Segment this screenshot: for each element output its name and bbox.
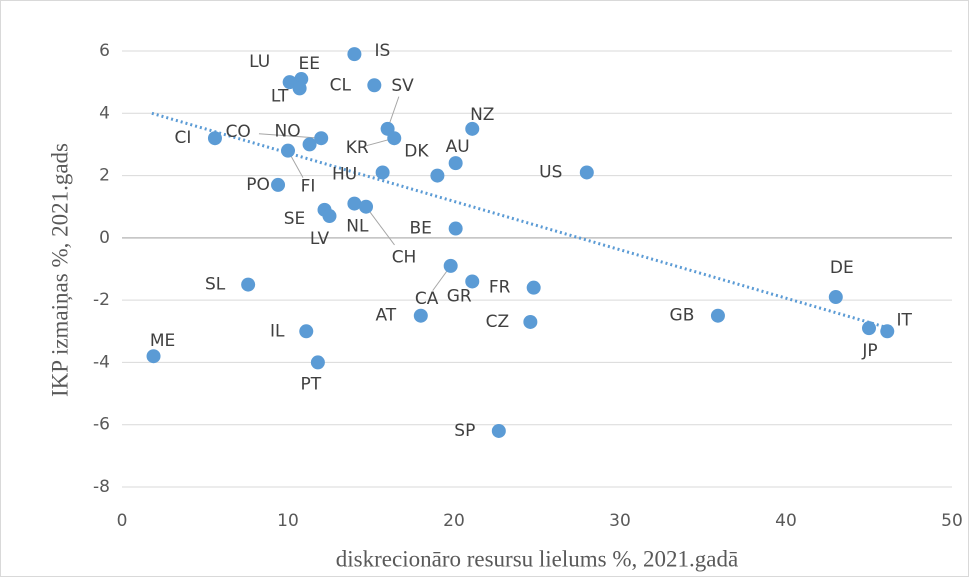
y-tick-label: 4	[99, 103, 110, 123]
point	[448, 156, 463, 171]
point	[282, 75, 297, 90]
point-label: SV	[391, 76, 414, 96]
point	[302, 137, 317, 152]
point-label: CL	[330, 75, 352, 95]
point	[443, 258, 458, 273]
point	[314, 131, 329, 146]
point-label: NL	[346, 217, 369, 237]
point-label: DK	[404, 142, 429, 162]
point-label: NZ	[470, 105, 494, 125]
x-tick-label: 30	[609, 511, 631, 531]
y-tick-label: -6	[93, 415, 110, 435]
point-label: AU	[446, 137, 470, 157]
point	[271, 177, 286, 192]
x-tick-label: 0	[117, 511, 128, 531]
point-label: SL	[205, 275, 226, 295]
point-label: SP	[454, 421, 475, 441]
point	[299, 324, 314, 339]
point-label: CO	[226, 122, 251, 142]
point-label: DE	[830, 258, 854, 278]
point	[465, 274, 480, 289]
point	[207, 131, 222, 146]
point-label: GB	[670, 306, 695, 326]
point-label: IT	[897, 310, 913, 330]
leader-line	[365, 206, 395, 246]
point	[322, 209, 337, 224]
point-label: CI	[175, 128, 192, 148]
x-tick-label: 20	[443, 511, 465, 531]
point	[862, 321, 876, 336]
point-label: BE	[409, 219, 431, 239]
point	[146, 349, 161, 364]
point-label: LT	[271, 86, 289, 106]
y-axis-title: IKP izmaiņas %, 2021.gads	[47, 143, 73, 397]
y-tick-label: 2	[99, 166, 110, 186]
point-label: ME	[150, 331, 175, 351]
point-label: JP	[861, 341, 877, 361]
point	[292, 81, 307, 96]
point	[359, 199, 374, 214]
point	[465, 121, 480, 136]
y-tick-label: -2	[93, 290, 110, 310]
point	[526, 280, 541, 295]
point-label: PT	[301, 374, 322, 394]
x-tick-label: 50	[941, 511, 963, 531]
point	[828, 290, 843, 305]
x-tick-label: 10	[277, 511, 299, 531]
y-tick-label: 6	[99, 41, 110, 61]
point-label: FR	[489, 278, 511, 298]
point-label: GR	[447, 286, 472, 306]
point	[710, 308, 725, 323]
point	[880, 324, 895, 339]
point-label: IL	[270, 321, 285, 341]
x-tick-label: 40	[775, 511, 797, 531]
point-label: US	[539, 162, 562, 182]
point-label: CA	[415, 289, 439, 309]
point-label: FI	[301, 177, 316, 197]
y-tick-label: 0	[99, 228, 110, 248]
point-label: IS	[374, 41, 390, 61]
point	[523, 314, 538, 329]
point	[347, 196, 362, 211]
x-axis-title: diskrecionāro resursu lielums %, 2021.ga…	[336, 546, 738, 571]
point	[413, 308, 428, 323]
point-label: CZ	[486, 312, 510, 332]
point	[367, 78, 382, 93]
point-label: CH	[392, 248, 417, 268]
point	[430, 168, 445, 183]
point-label: NO	[275, 121, 301, 141]
point	[387, 131, 402, 146]
point	[241, 277, 256, 292]
y-tick-label: -8	[93, 477, 110, 497]
point-label: LV	[310, 229, 330, 249]
point-label: SE	[284, 209, 306, 229]
point	[375, 165, 390, 180]
point-label: HU	[332, 164, 357, 184]
point-label: PO	[246, 175, 270, 195]
point-label: AT	[375, 306, 396, 326]
point	[448, 221, 463, 236]
point-label: EE	[299, 54, 320, 74]
leader-line	[258, 133, 322, 139]
point	[579, 165, 594, 180]
point-label: LU	[249, 52, 270, 72]
point	[347, 47, 362, 62]
point-label: KR	[346, 138, 369, 158]
point	[491, 423, 506, 438]
point	[281, 143, 295, 158]
y-tick-label: -4	[93, 352, 110, 372]
point	[310, 355, 325, 370]
